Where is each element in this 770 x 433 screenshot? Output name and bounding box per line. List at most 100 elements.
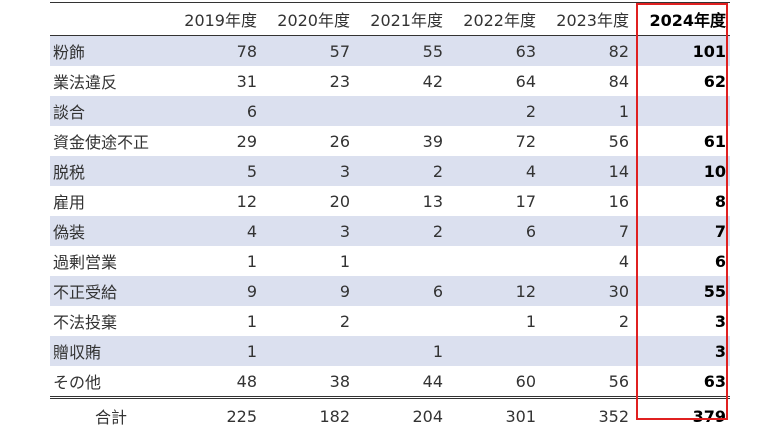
table-cell: 42 bbox=[422, 71, 443, 91]
total-label: 合計 bbox=[94, 408, 127, 427]
table-cell: 39 bbox=[422, 131, 443, 151]
table-cell: 84 bbox=[608, 71, 629, 91]
table-cell-2024: 7 bbox=[714, 221, 726, 241]
table-cell-2024: 63 bbox=[703, 371, 726, 391]
table-body: 粉飾 78 57 55 63 82 101 業法違反 31 23 42 64 84 62 談合 6 2 1 資金使途… bbox=[50, 36, 730, 396]
table-row: その他 48 38 44 60 56 63 bbox=[50, 366, 730, 396]
table-header-row: 2019年度 2020年度 2021年度 2022年度 2023年度 2024年… bbox=[50, 2, 730, 36]
table-cell: 17 bbox=[515, 191, 536, 211]
table-cell: 3 bbox=[339, 161, 350, 181]
table-cell: 29 bbox=[236, 131, 257, 151]
table-row: 不正受給 9 9 6 12 30 55 bbox=[50, 276, 730, 306]
row-label: その他 bbox=[53, 373, 102, 392]
table-cell: 4 bbox=[246, 221, 257, 241]
table-row: 贈収賄 1 1 3 bbox=[50, 336, 730, 366]
table-cell-2024: 55 bbox=[703, 281, 726, 301]
table-cell: 4 bbox=[618, 251, 629, 271]
table-row: 業法違反 31 23 42 64 84 62 bbox=[50, 66, 730, 96]
table-cell: 2 bbox=[432, 161, 443, 181]
table-cell: 56 bbox=[608, 131, 629, 151]
data-table: 2019年度 2020年度 2021年度 2022年度 2023年度 2024年… bbox=[50, 2, 730, 433]
row-label: 過剰営業 bbox=[53, 253, 118, 272]
table-cell: 6 bbox=[432, 281, 443, 301]
table-cell-2024: 101 bbox=[692, 41, 726, 61]
table-row: 過剰営業 1 1 4 6 bbox=[50, 246, 730, 276]
table-cell: 2 bbox=[525, 101, 536, 121]
header-cell-2019: 2019年度 bbox=[184, 10, 257, 30]
header-cell-2020: 2020年度 bbox=[277, 10, 350, 30]
row-label: 雇用 bbox=[53, 193, 86, 212]
table-cell: 16 bbox=[608, 191, 629, 211]
table-cell: 9 bbox=[246, 281, 257, 301]
table-cell: 3 bbox=[339, 221, 350, 241]
header-cell-2021: 2021年度 bbox=[370, 10, 443, 30]
header-cell-2023: 2023年度 bbox=[556, 10, 629, 30]
row-label: 不正受給 bbox=[53, 283, 118, 302]
table-row: 偽装 4 3 2 6 7 7 bbox=[50, 216, 730, 246]
table-cell: 1 bbox=[339, 251, 350, 271]
total-cell: 352 bbox=[598, 406, 629, 426]
table-cell: 78 bbox=[236, 41, 257, 61]
table-cell: 48 bbox=[236, 371, 257, 391]
table-cell: 12 bbox=[236, 191, 257, 211]
table-cell: 1 bbox=[618, 101, 629, 121]
table-cell-2024: 3 bbox=[714, 311, 726, 331]
row-label: 脱税 bbox=[53, 163, 86, 182]
row-label: 談合 bbox=[53, 103, 86, 122]
table-cell: 13 bbox=[422, 191, 443, 211]
table-cell: 23 bbox=[329, 71, 350, 91]
total-cell: 225 bbox=[226, 406, 257, 426]
table-cell: 1 bbox=[246, 311, 257, 331]
table-cell: 6 bbox=[246, 101, 257, 121]
header-cell-2022: 2022年度 bbox=[463, 10, 536, 30]
table-cell: 1 bbox=[432, 341, 443, 361]
table-cell: 30 bbox=[608, 281, 629, 301]
total-cell: 204 bbox=[412, 406, 443, 426]
table-cell: 82 bbox=[608, 41, 629, 61]
table-cell: 4 bbox=[525, 161, 536, 181]
row-label: 偽装 bbox=[53, 223, 86, 242]
table-cell-2024: 61 bbox=[703, 131, 726, 151]
table-cell: 2 bbox=[432, 221, 443, 241]
table-row: 不法投棄 1 2 1 2 3 bbox=[50, 306, 730, 336]
table-top-rule bbox=[50, 2, 730, 3]
total-cell-2024: 379 bbox=[692, 406, 726, 426]
row-label: 業法違反 bbox=[53, 73, 118, 92]
table-cell: 14 bbox=[608, 161, 629, 181]
table-cell: 6 bbox=[525, 221, 536, 241]
table-cell: 2 bbox=[339, 311, 350, 331]
table-row: 談合 6 2 1 bbox=[50, 96, 730, 126]
table-cell: 64 bbox=[515, 71, 536, 91]
table-cell-2024: 8 bbox=[714, 191, 726, 211]
row-label: 不法投棄 bbox=[53, 313, 118, 332]
table-cell: 1 bbox=[525, 311, 536, 331]
table-cell: 20 bbox=[329, 191, 350, 211]
table-cell: 1 bbox=[246, 341, 257, 361]
table-row: 脱税 5 3 2 4 14 10 bbox=[50, 156, 730, 186]
table-cell: 38 bbox=[329, 371, 350, 391]
table-cell: 55 bbox=[422, 41, 443, 61]
table-cell: 56 bbox=[608, 371, 629, 391]
table-cell: 31 bbox=[236, 71, 257, 91]
table-cell-2024: 10 bbox=[703, 161, 726, 181]
row-label: 資金使途不正 bbox=[53, 133, 150, 152]
table-cell: 26 bbox=[329, 131, 350, 151]
total-cell: 301 bbox=[505, 406, 536, 426]
table-cell: 1 bbox=[246, 251, 257, 271]
table-cell: 57 bbox=[329, 41, 350, 61]
table-cell: 9 bbox=[339, 281, 350, 301]
table-row: 資金使途不正 29 26 39 72 56 61 bbox=[50, 126, 730, 156]
table-cell: 63 bbox=[515, 41, 536, 61]
table-cell: 72 bbox=[515, 131, 536, 151]
table-cell-2024: 3 bbox=[714, 341, 726, 361]
table-cell: 7 bbox=[618, 221, 629, 241]
table-cell: 5 bbox=[246, 161, 257, 181]
header-cell-2024: 2024年度 bbox=[649, 10, 726, 30]
table-cell: 2 bbox=[618, 311, 629, 331]
total-cell: 182 bbox=[319, 406, 350, 426]
table-row: 粉飾 78 57 55 63 82 101 bbox=[50, 36, 730, 66]
table-cell: 44 bbox=[422, 371, 443, 391]
row-label: 贈収賄 bbox=[53, 343, 102, 362]
table-row: 雇用 12 20 13 17 16 8 bbox=[50, 186, 730, 216]
table-total-row: 合計 225 182 204 301 352 379 bbox=[50, 396, 730, 433]
